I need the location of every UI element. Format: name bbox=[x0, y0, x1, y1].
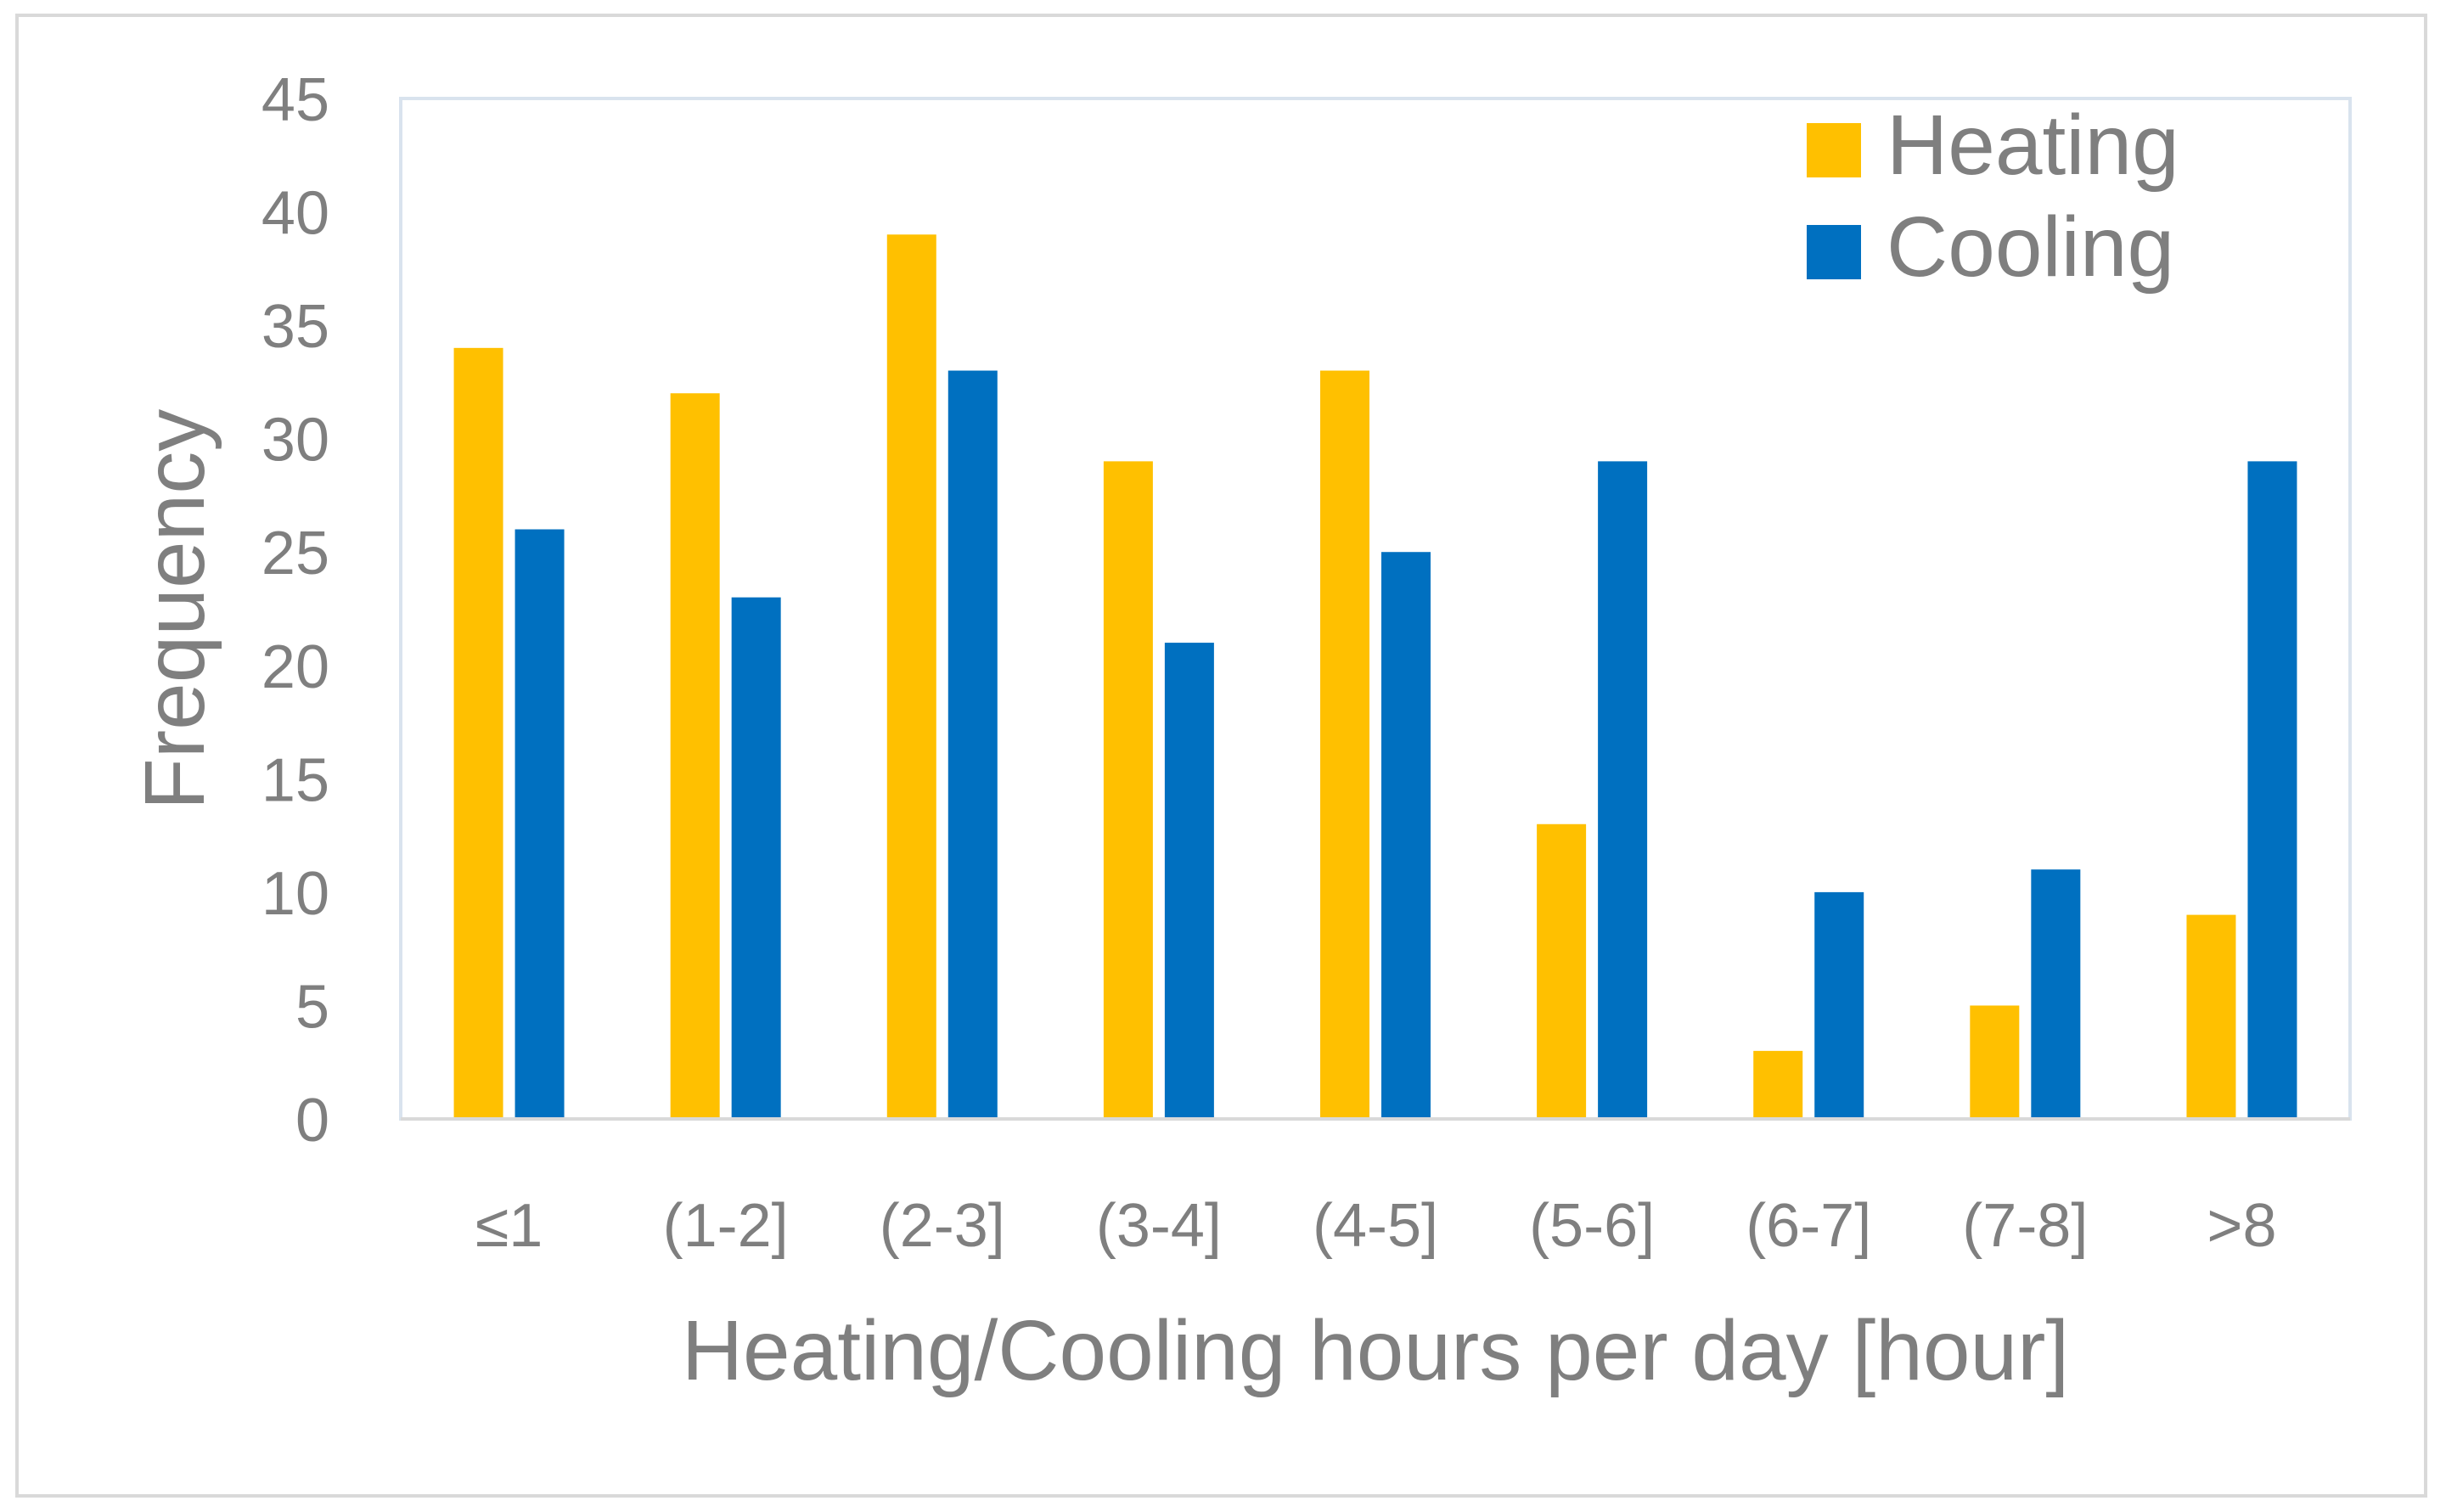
bar-cooling-5 bbox=[1381, 552, 1431, 1119]
y-tick-label: 5 bbox=[295, 973, 329, 1041]
x-tick-label: ≤1 bbox=[475, 1192, 543, 1260]
x-tick-label: (2-3] bbox=[880, 1192, 1005, 1260]
bar-cooling-6 bbox=[1598, 461, 1648, 1119]
bars bbox=[453, 234, 2297, 1120]
legend-swatch-heating bbox=[1807, 123, 1861, 177]
bar-cooling-9 bbox=[2247, 461, 2297, 1119]
bar-heating-1 bbox=[453, 347, 503, 1119]
y-tick-label: 30 bbox=[261, 407, 329, 475]
x-tick-label: (4-5] bbox=[1313, 1192, 1438, 1260]
bar-heating-7 bbox=[1753, 1050, 1803, 1119]
y-axis-ticks: 0 5 10 15 20 25 30 35 40 45 bbox=[261, 66, 329, 1155]
y-tick-label: 10 bbox=[261, 860, 329, 928]
bar-cooling-1 bbox=[515, 529, 565, 1119]
bar-cooling-3 bbox=[947, 370, 998, 1119]
bar-cooling-2 bbox=[731, 597, 781, 1119]
bar-cooling-7 bbox=[1814, 891, 1864, 1119]
x-axis-ticks: ≤1 (1-2] (2-3] (3-4] (4-5] (5-6] (6-7] (7-8] >8 bbox=[475, 1192, 2277, 1260]
legend-swatch-cooling bbox=[1807, 225, 1861, 279]
legend-label-heating: Heating bbox=[1887, 98, 2179, 193]
y-tick-label: 0 bbox=[295, 1087, 329, 1155]
bar-cooling-8 bbox=[2031, 869, 2081, 1119]
y-tick-label: 20 bbox=[261, 633, 329, 701]
bar-heating-5 bbox=[1320, 370, 1369, 1119]
y-tick-label: 45 bbox=[261, 66, 329, 134]
bar-heating-3 bbox=[886, 234, 936, 1120]
y-tick-label: 25 bbox=[261, 520, 329, 587]
x-tick-label: (1-2] bbox=[663, 1192, 789, 1260]
y-tick-label: 40 bbox=[261, 180, 329, 248]
y-axis-label: Frequency bbox=[127, 409, 222, 810]
bar-heating-6 bbox=[1537, 823, 1587, 1119]
bar-cooling-4 bbox=[1164, 643, 1214, 1119]
x-tick-label: (6-7] bbox=[1746, 1192, 1871, 1260]
bar-heating-8 bbox=[1970, 1005, 2020, 1119]
x-tick-label: (7-8] bbox=[1962, 1192, 2088, 1260]
y-tick-label: 15 bbox=[261, 746, 329, 814]
x-tick-label: (5-6] bbox=[1529, 1192, 1655, 1260]
y-tick-label: 35 bbox=[261, 293, 329, 361]
chart-frame bbox=[15, 14, 2427, 1498]
legend-label-cooling: Cooling bbox=[1887, 200, 2174, 295]
x-tick-label: (3-4] bbox=[1096, 1192, 1222, 1260]
bar-heating-2 bbox=[670, 393, 720, 1119]
bar-heating-9 bbox=[2186, 914, 2236, 1119]
x-tick-label: >8 bbox=[2207, 1192, 2276, 1260]
bar-heating-4 bbox=[1103, 461, 1153, 1119]
x-axis-label: Heating/Cooling hours per day [hour] bbox=[682, 1303, 2069, 1398]
